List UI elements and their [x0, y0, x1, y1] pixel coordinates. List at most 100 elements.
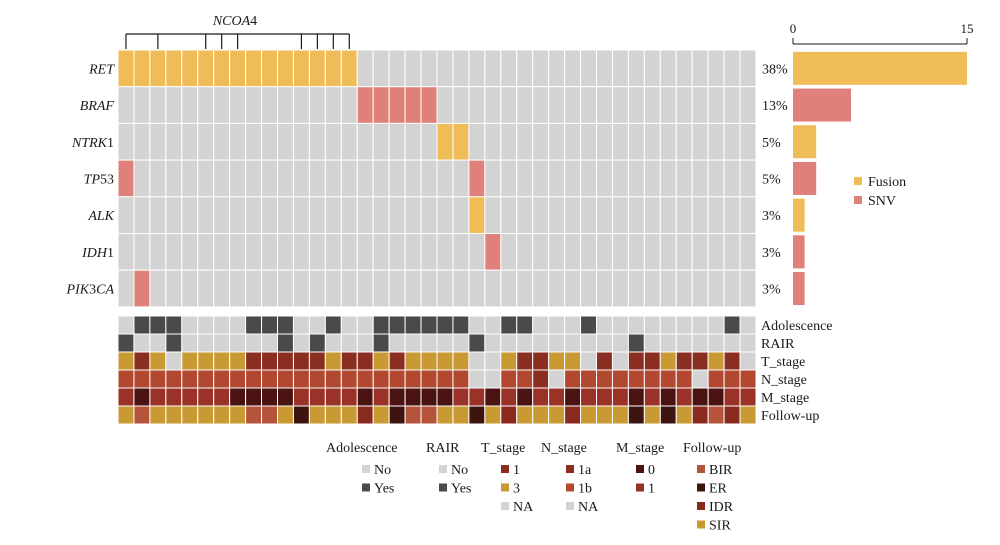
legend-group: M_stage 0 1	[616, 441, 664, 497]
track-cell	[596, 405, 613, 425]
empty-cell	[308, 122, 326, 161]
ncoa4-label: NCOA4	[212, 14, 257, 29]
empty-cell	[532, 196, 550, 235]
track-cell	[723, 369, 741, 389]
track-cell	[436, 333, 454, 353]
track-cell	[643, 387, 661, 407]
track-cell	[292, 387, 310, 407]
empty-cell	[611, 159, 629, 198]
track-cell	[388, 333, 406, 353]
track-cell	[308, 387, 326, 407]
legend-swatch	[697, 502, 705, 510]
legend-item-label: 1b	[578, 482, 592, 497]
empty-cell	[580, 269, 597, 308]
empty-cell	[133, 122, 151, 161]
track-cell	[324, 369, 342, 389]
track-cell	[611, 369, 629, 389]
gene-row-ntrk1: NTRK1 5%	[71, 122, 817, 161]
empty-cell	[516, 159, 534, 198]
empty-cell	[452, 196, 470, 235]
empty-cell	[245, 269, 263, 308]
empty-cell	[117, 269, 135, 308]
empty-cell	[261, 196, 278, 235]
legend-group: Follow-up BIR ER IDR SIR	[683, 441, 741, 534]
track-cell	[468, 387, 486, 407]
empty-cell	[245, 122, 263, 161]
empty-cell	[468, 49, 486, 88]
track-cell	[452, 387, 470, 407]
empty-cell	[739, 49, 757, 88]
empty-cell	[739, 86, 757, 124]
mutation-cell	[197, 49, 215, 88]
track-cell	[340, 333, 358, 353]
track-cell	[340, 315, 358, 335]
empty-cell	[691, 159, 709, 198]
empty-cell	[659, 269, 677, 308]
track-cell	[723, 387, 741, 407]
gene-label: IDH1	[81, 246, 114, 261]
empty-cell	[213, 233, 231, 271]
track-follow-up: Follow-up	[117, 405, 819, 425]
annotation-legend: AdolescenceNoYesRAIRNoYesT_stage13NAN_st…	[326, 441, 741, 534]
empty-cell	[181, 159, 199, 198]
gene-label: ALK	[87, 209, 114, 224]
track-cell	[468, 369, 486, 389]
empty-cell	[484, 196, 502, 235]
track-cell	[739, 351, 757, 371]
empty-cell	[564, 122, 582, 161]
track-cell	[149, 351, 167, 371]
track-cell	[404, 405, 422, 425]
empty-cell	[324, 122, 342, 161]
empty-cell	[675, 233, 693, 271]
empty-cell	[261, 233, 278, 271]
track-cell	[404, 369, 422, 389]
mutation-cell	[117, 159, 135, 198]
track-cell	[452, 333, 470, 353]
track-cell	[197, 333, 215, 353]
legend-group: T_stage 1 3 NA	[481, 441, 534, 515]
empty-cell	[532, 86, 550, 124]
empty-cell	[388, 159, 406, 198]
legend-item-label: 1	[513, 463, 520, 478]
track-cell	[564, 369, 582, 389]
mutation-cell	[277, 49, 294, 88]
track-cell	[372, 405, 390, 425]
track-cell	[229, 387, 247, 407]
empty-cell	[133, 196, 151, 235]
empty-cell	[611, 122, 629, 161]
track-cell	[149, 405, 167, 425]
track-cell	[133, 333, 151, 353]
track-cell	[324, 333, 342, 353]
track-cell	[356, 387, 374, 407]
empty-cell	[340, 233, 358, 271]
track-cell	[484, 333, 502, 353]
legend-swatch	[362, 465, 370, 473]
empty-cell	[659, 86, 677, 124]
track-cell	[372, 333, 390, 353]
track-cell	[197, 315, 215, 335]
empty-cell	[356, 159, 374, 198]
empty-cell	[340, 269, 358, 308]
empty-cell	[340, 159, 358, 198]
empty-cell	[229, 269, 247, 308]
track-cell	[261, 369, 278, 389]
empty-cell	[516, 122, 534, 161]
empty-cell	[723, 122, 741, 161]
legend-swatch	[697, 465, 705, 473]
gene-row-tp53: TP53 5%	[84, 159, 817, 198]
empty-cell	[165, 122, 183, 161]
empty-cell	[340, 86, 358, 124]
legend-group-title: T_stage	[481, 441, 525, 456]
empty-cell	[580, 122, 597, 161]
track-cell	[659, 387, 677, 407]
empty-cell	[436, 196, 454, 235]
track-cell	[197, 369, 215, 389]
empty-cell	[356, 49, 374, 88]
track-cell	[133, 387, 151, 407]
track-cell	[165, 333, 183, 353]
track-cell	[739, 387, 757, 407]
track-cell	[245, 405, 263, 425]
empty-cell	[165, 269, 183, 308]
empty-cell	[564, 49, 582, 88]
track-cell	[596, 369, 613, 389]
